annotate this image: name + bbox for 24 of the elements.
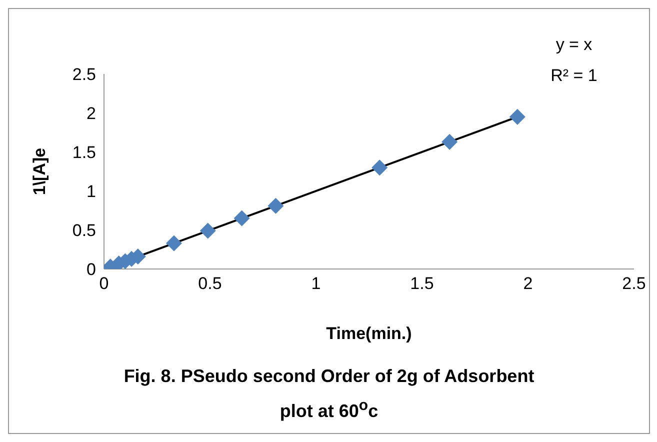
x-tick-label: 2 bbox=[523, 274, 533, 294]
y-tick-label: 1.5 bbox=[72, 143, 96, 162]
y-tick-label: 2 bbox=[86, 104, 96, 124]
point bbox=[268, 198, 284, 214]
x-tick-label: 1.5 bbox=[410, 274, 434, 294]
x-axis-title: Time(min.) bbox=[326, 324, 412, 343]
y-tick-label: 1 bbox=[86, 182, 96, 202]
point bbox=[509, 108, 526, 125]
y-tick-label: 0 bbox=[86, 260, 96, 280]
text: Fig. 8. PSeudo second Order of 2g of Adsorbent plot at 60$^{o}$c bbox=[122, 365, 536, 423]
text: y = x bbox=[554, 34, 594, 56]
annotation: R² = 1 bbox=[550, 65, 598, 87]
x-tick-label: 0.5 bbox=[198, 274, 222, 294]
x-tick-label: 2.5 bbox=[622, 274, 646, 294]
x-tick-label: 0 bbox=[99, 274, 109, 294]
point bbox=[234, 210, 250, 226]
point bbox=[442, 134, 458, 150]
point bbox=[372, 160, 388, 176]
x-tick-label: 1 bbox=[311, 274, 321, 294]
y-tick-label: 0.5 bbox=[72, 221, 96, 240]
y-tick-label: 2.5 bbox=[72, 65, 96, 84]
y-axis-title: 1\[A]e bbox=[30, 148, 50, 196]
point bbox=[200, 222, 216, 239]
point bbox=[166, 235, 182, 252]
